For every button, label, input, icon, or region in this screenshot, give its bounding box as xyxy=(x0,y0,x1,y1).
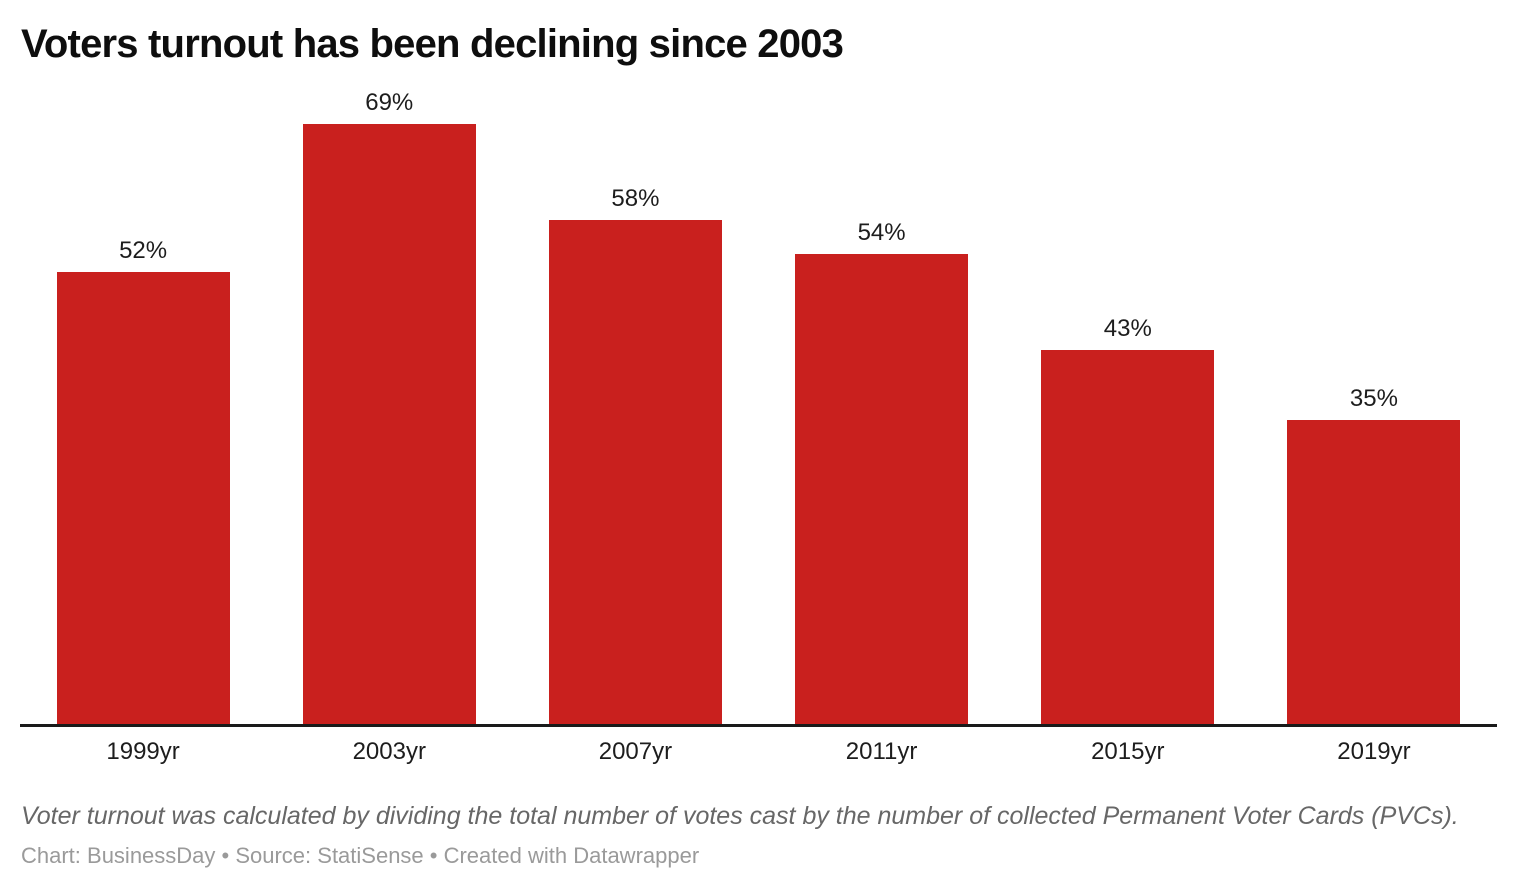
bar-group: 43% xyxy=(1005,90,1251,724)
bar-group: 52% xyxy=(20,90,266,724)
x-axis-label: 2011yr xyxy=(845,738,918,765)
bar-value-label: 35% xyxy=(1349,385,1398,412)
page-title: Voters turnout has been declining since … xyxy=(21,22,844,66)
x-axis-label: 2007yr xyxy=(598,738,673,765)
bar[interactable] xyxy=(548,220,722,724)
chart-footnote: Voter turnout was calculated by dividing… xyxy=(21,802,1459,830)
plot-area: 52% 69% 58% 54% 43% 35% xyxy=(20,90,1497,727)
bar[interactable] xyxy=(795,254,969,724)
bar-group: 58% xyxy=(512,90,758,724)
x-axis-label: 1999yr xyxy=(106,738,180,765)
bar-group: 35% xyxy=(1251,90,1497,724)
x-axis-labels: 1999yr 2003yr 2007yr 2011yr 2015yr 2019yr xyxy=(20,738,1497,766)
bar-group: 69% xyxy=(266,90,512,724)
bar[interactable] xyxy=(1287,420,1461,724)
bar-value-label: 69% xyxy=(365,89,414,116)
x-axis-label: 2019yr xyxy=(1337,738,1411,765)
x-axis-label: 2015yr xyxy=(1091,738,1165,765)
bar-group: 54% xyxy=(759,90,1005,724)
chart-byline: Chart: BusinessDay • Source: StatiSense … xyxy=(21,843,700,868)
bar[interactable] xyxy=(1041,350,1215,724)
x-axis-label: 2003yr xyxy=(352,738,426,765)
bar-value-label: 43% xyxy=(1103,315,1152,342)
bar[interactable] xyxy=(56,272,230,724)
bar-value-label: 58% xyxy=(611,185,660,212)
bar[interactable] xyxy=(302,124,476,724)
bar-value-label: 54% xyxy=(857,219,906,246)
bar-value-label: 52% xyxy=(119,237,168,264)
